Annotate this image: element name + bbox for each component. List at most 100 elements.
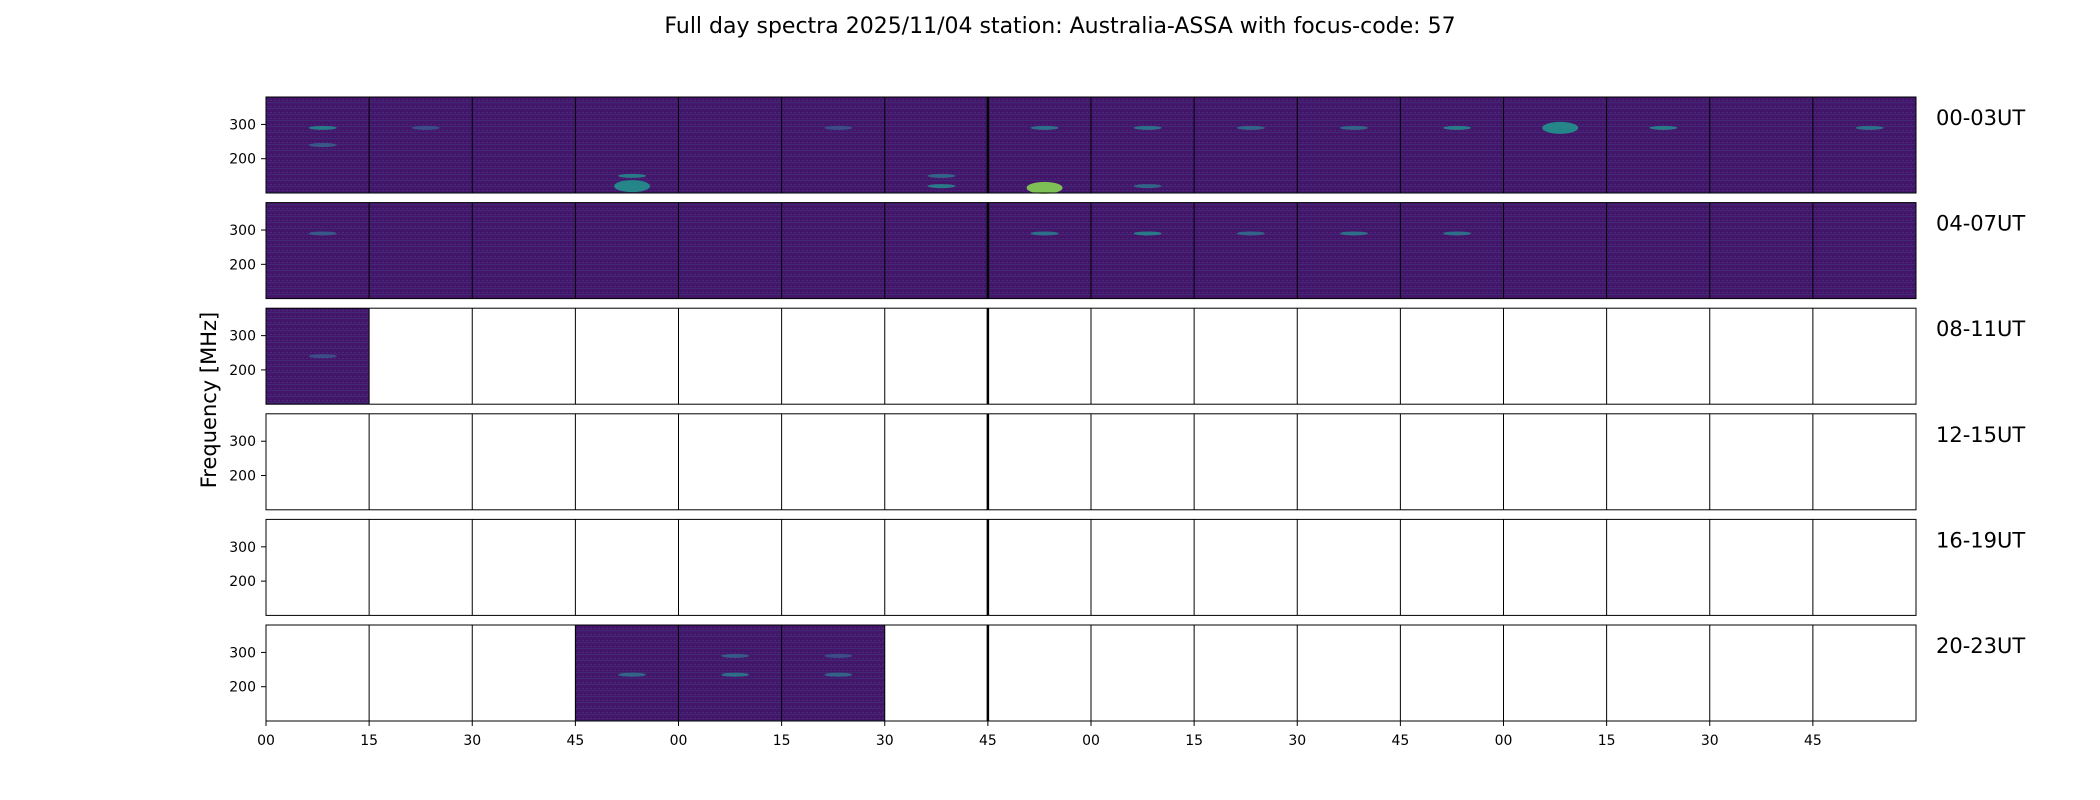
spectrogram-panel xyxy=(1503,202,1607,299)
emission-feature xyxy=(308,143,337,147)
row-label: 16-19UT xyxy=(1936,528,2025,552)
spectrogram-panel xyxy=(781,97,885,193)
spectrogram-panel xyxy=(1606,97,1710,193)
emission-feature xyxy=(1649,125,1678,130)
spectrogram-panel xyxy=(575,202,679,299)
y-tick-label: 200 xyxy=(229,469,256,485)
x-tick-label: 00 xyxy=(670,733,688,749)
spectra-row: 200 300 00-03UT xyxy=(229,96,2025,194)
spectrogram-panel xyxy=(678,202,782,299)
emission-feature xyxy=(618,173,647,178)
y-tick-label: 300 xyxy=(229,223,256,239)
spectrogram-panel xyxy=(369,202,473,299)
spectrogram-panel xyxy=(781,202,885,299)
spectrogram-panel xyxy=(1297,97,1401,193)
x-tick-label: 15 xyxy=(1185,733,1203,749)
emission-feature xyxy=(1133,184,1162,189)
spectrogram-panel xyxy=(1400,202,1504,299)
spectrogram-panel xyxy=(472,202,576,299)
emission-feature xyxy=(1030,231,1059,236)
x-tick-label: 45 xyxy=(979,733,997,749)
y-tick-label: 300 xyxy=(229,329,256,345)
emission-feature xyxy=(721,653,750,658)
x-tick-label: 15 xyxy=(773,733,791,749)
emission-feature xyxy=(927,173,956,178)
emission-feature xyxy=(1236,125,1265,130)
emission-feature xyxy=(308,354,337,359)
spectrogram-panel xyxy=(1091,202,1195,299)
spectrogram-panel xyxy=(369,97,473,193)
x-tick-label: 00 xyxy=(1082,733,1100,749)
spectrogram-panel xyxy=(987,202,1091,299)
y-tick-label: 200 xyxy=(229,257,256,273)
x-tick-label: 30 xyxy=(1701,733,1719,749)
x-tick-label: 45 xyxy=(1391,733,1409,749)
emission-feature xyxy=(824,653,853,658)
spectra-row: 200 300 04-07UT xyxy=(229,202,2025,300)
emission-feature xyxy=(411,125,440,130)
spectrogram-panel xyxy=(1194,202,1298,299)
x-tick-label: 00 xyxy=(1495,733,1513,749)
spectrogram-panel xyxy=(678,97,782,193)
x-tick-labels: 00 15 30 45 00 15 30 45 00 15 30 45 00 15 30 45 xyxy=(257,721,1822,749)
emission-feature xyxy=(1443,125,1472,130)
emission-feature xyxy=(1030,125,1059,130)
x-tick-label: 30 xyxy=(1288,733,1306,749)
x-tick-label: 15 xyxy=(1598,733,1616,749)
spectra-row: 200 300 08-11UT xyxy=(229,307,2025,405)
emission-feature xyxy=(1339,125,1368,130)
spectrogram-panel xyxy=(1812,97,1916,193)
y-tick-label: 300 xyxy=(229,540,256,556)
emission-feature xyxy=(1133,125,1162,130)
emission-feature xyxy=(824,672,853,677)
spectra-row: 200 300 20-23UT xyxy=(229,624,2025,722)
spectrogram-panel xyxy=(884,202,988,299)
emission-feature xyxy=(824,125,853,130)
emission-feature xyxy=(1026,181,1063,194)
emission-feature xyxy=(1236,231,1265,236)
y-tick-label: 300 xyxy=(229,117,256,133)
y-tick-label: 200 xyxy=(229,574,256,590)
spectrogram-panel xyxy=(472,97,576,193)
spectrogram-panel xyxy=(1194,97,1298,193)
emission-feature xyxy=(927,184,956,189)
spectrogram-panel xyxy=(1709,202,1813,299)
x-tick-label: 30 xyxy=(463,733,481,749)
spectrogram-panel xyxy=(1709,97,1813,193)
emission-feature xyxy=(1443,231,1472,236)
emission-feature xyxy=(1855,125,1884,130)
y-tick-label: 200 xyxy=(229,152,256,168)
row-label: 04-07UT xyxy=(1936,212,2025,236)
y-tick-label: 300 xyxy=(229,645,256,661)
y-tick-label: 300 xyxy=(229,434,256,450)
emission-feature xyxy=(1133,231,1162,236)
row-label: 08-11UT xyxy=(1936,317,2025,341)
row-label: 00-03UT xyxy=(1936,106,2025,130)
emission-feature xyxy=(1339,231,1368,236)
spectra-row: 200 300 12-15UT xyxy=(229,413,2025,511)
x-tick-label: 30 xyxy=(876,733,894,749)
row-label: 12-15UT xyxy=(1936,423,2025,447)
spectrogram-panel xyxy=(987,97,1091,193)
emission-feature xyxy=(308,125,337,130)
x-tick-label: 45 xyxy=(1804,733,1822,749)
chart-title: Full day spectra 2025/11/04 station: Aus… xyxy=(664,14,1455,39)
x-tick-label: 45 xyxy=(566,733,584,749)
spectrogram-panel xyxy=(575,97,679,193)
spectrogram-panel xyxy=(1297,202,1401,299)
emission-feature xyxy=(614,180,651,193)
emission-feature xyxy=(618,672,647,677)
row-label: 20-23UT xyxy=(1936,634,2025,658)
spectrogram-panel xyxy=(266,202,370,299)
y-tick-label: 200 xyxy=(229,363,256,379)
spectrogram-panel xyxy=(1091,97,1195,193)
x-tick-label: 15 xyxy=(360,733,378,749)
spectrogram-panel xyxy=(884,97,988,193)
spectrogram-panel xyxy=(1812,202,1916,299)
spectrogram-panel xyxy=(1400,97,1504,193)
emission-feature xyxy=(308,231,337,236)
spectrogram-panel xyxy=(1503,97,1607,193)
emission-feature xyxy=(1542,121,1579,134)
